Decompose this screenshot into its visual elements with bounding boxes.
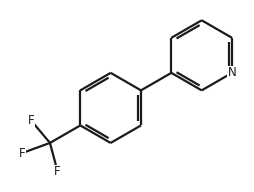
Text: F: F <box>27 114 34 127</box>
Text: F: F <box>54 165 61 178</box>
Text: N: N <box>228 66 236 79</box>
Text: F: F <box>19 147 25 160</box>
